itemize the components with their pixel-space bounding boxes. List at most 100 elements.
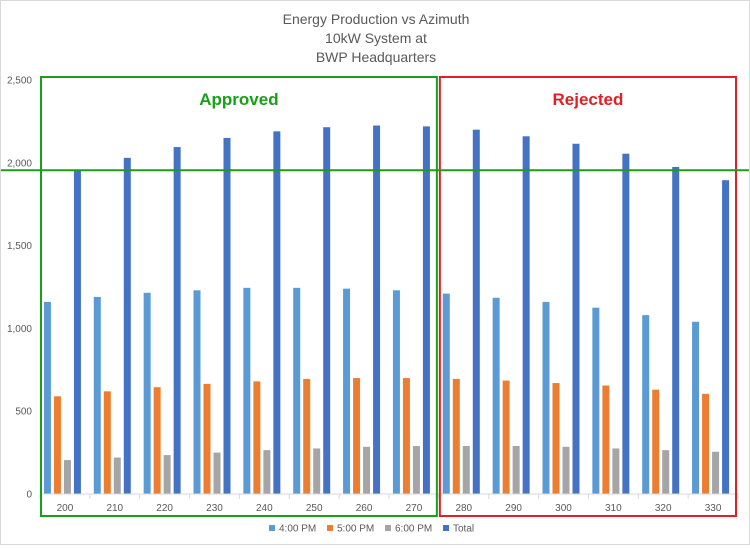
x-tick-label: 200 — [57, 503, 74, 514]
bar — [103, 391, 111, 494]
bar — [113, 457, 121, 494]
chart-title-line-3: BWP Headquarters — [316, 49, 436, 65]
bar — [552, 383, 560, 494]
bar — [253, 381, 261, 494]
bar — [93, 296, 101, 494]
bar — [392, 290, 400, 494]
bar — [353, 378, 361, 494]
bar — [672, 166, 680, 494]
x-tick-label: 290 — [505, 503, 522, 514]
chart-title-line-1: Energy Production vs Azimuth — [283, 11, 470, 27]
bar — [43, 301, 51, 494]
rejected-box — [438, 76, 737, 517]
bar — [472, 129, 480, 494]
legend-label: Total — [453, 524, 474, 535]
bar — [363, 446, 371, 494]
bar — [63, 460, 71, 494]
bar — [213, 452, 221, 494]
bar — [712, 451, 720, 494]
legend-swatch — [327, 525, 333, 531]
y-tick-label: 2,500 — [7, 76, 32, 87]
legend-item: Total — [443, 524, 474, 535]
bar — [143, 292, 151, 494]
x-axis: 200 210 220 230 240 250 260 270 280 290 300 310 320 3… — [39, 493, 739, 514]
series-total — [73, 125, 730, 495]
legend-swatch — [385, 525, 391, 531]
bar — [612, 448, 620, 494]
bar — [692, 321, 700, 494]
bar — [442, 293, 450, 494]
bar — [642, 315, 650, 494]
rejected-label: Rejected — [552, 90, 623, 109]
bar — [592, 307, 600, 494]
bar — [662, 450, 670, 494]
x-tick-label: 320 — [655, 503, 672, 514]
bar — [223, 137, 231, 494]
chart-title-line-2: 10kW System at — [325, 30, 427, 46]
legend-swatch — [269, 525, 275, 531]
bar — [313, 448, 321, 494]
x-tick-label: 220 — [156, 503, 173, 514]
x-tick-label: 300 — [555, 503, 572, 514]
legend-item: 4:00 PM — [269, 524, 316, 535]
bar — [562, 446, 570, 494]
bar — [73, 170, 81, 494]
bar — [343, 288, 351, 494]
x-tick-label: 230 — [206, 503, 223, 514]
x-tick-label: 280 — [455, 503, 472, 514]
x-tick-label: 270 — [406, 503, 423, 514]
bar — [303, 378, 311, 494]
x-tick-label: 240 — [256, 503, 273, 514]
bar — [373, 125, 381, 494]
bar — [512, 445, 520, 494]
bar — [203, 383, 211, 494]
legend: 4:00 PM 5:00 PM 6:00 PM Total — [269, 524, 474, 535]
bar — [163, 455, 171, 494]
y-tick-label: 2,000 — [7, 158, 32, 169]
bar — [702, 393, 710, 494]
bar — [243, 287, 251, 494]
bar — [602, 385, 610, 494]
bar — [452, 378, 460, 494]
bar — [622, 153, 630, 494]
bar — [542, 301, 550, 494]
bar — [412, 445, 420, 494]
bar — [572, 143, 580, 494]
bar — [422, 126, 430, 495]
series-5-00-pm — [53, 378, 710, 494]
approved-label: Approved — [199, 90, 278, 109]
bar — [293, 287, 301, 494]
bar — [402, 378, 410, 494]
y-tick-label: 1,000 — [7, 324, 32, 335]
bar — [153, 387, 161, 494]
y-tick-label: 0 — [26, 490, 32, 501]
chart-title: Energy Production vs Azimuth 10kW System… — [283, 11, 470, 65]
bar — [123, 157, 131, 494]
bar — [53, 396, 61, 494]
x-tick-label: 310 — [605, 503, 622, 514]
bar — [323, 127, 331, 494]
bar — [273, 131, 281, 494]
series-4-00-pm — [43, 287, 700, 494]
bar — [462, 445, 470, 494]
annotation-boxes: Approved Rejected — [1, 76, 749, 517]
legend-label: 4:00 PM — [279, 524, 316, 535]
y-tick-label: 500 — [15, 407, 32, 418]
x-tick-label: 210 — [106, 503, 123, 514]
x-tick-label: 330 — [705, 503, 722, 514]
x-tick-label: 260 — [356, 503, 373, 514]
bar — [173, 147, 181, 494]
approved-box — [40, 76, 438, 517]
series-6-00-pm — [63, 445, 720, 494]
x-tick-label: 250 — [306, 503, 323, 514]
bar — [652, 389, 660, 494]
y-axis: 0 500 1,000 1,500 2,000 2,500 — [7, 76, 32, 501]
bars-group — [43, 125, 730, 495]
legend-label: 6:00 PM — [395, 524, 432, 535]
legend-label: 5:00 PM — [337, 524, 374, 535]
y-tick-label: 1,500 — [7, 241, 32, 252]
legend-item: 5:00 PM — [327, 524, 374, 535]
bar — [502, 380, 510, 494]
